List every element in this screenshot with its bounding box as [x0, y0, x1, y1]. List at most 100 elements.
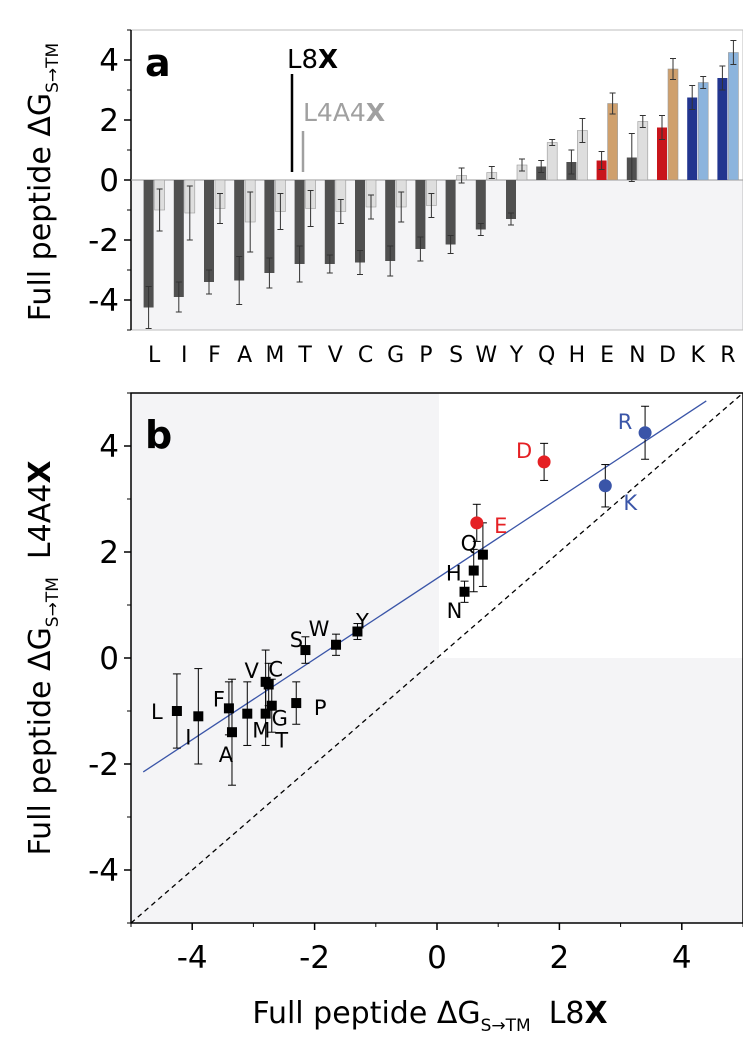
- category-label-f: F: [208, 343, 221, 368]
- point-label-q: Q: [461, 532, 478, 556]
- category-label-q: Q: [538, 343, 555, 368]
- point-q: [477, 549, 488, 560]
- legend-label-l4a4x: L4A4X: [303, 98, 385, 127]
- panel-b-x-tick-label: 4: [672, 940, 692, 976]
- bar-y-l8x: [506, 180, 516, 219]
- point-a: [226, 727, 237, 738]
- point-p: [291, 698, 302, 709]
- point-label-r: R: [618, 410, 633, 434]
- bar-i-l8x: [173, 180, 184, 297]
- point-h: [468, 565, 479, 576]
- bar-e-l8x: [596, 160, 607, 180]
- point-i: [193, 711, 204, 722]
- bar-k-l4a4x: [697, 82, 709, 181]
- point-k: [598, 479, 612, 493]
- panel-b-y-tick-label: -4: [88, 853, 119, 889]
- bar-t-l8x: [294, 180, 305, 264]
- point-c: [263, 679, 274, 690]
- panel-b-y-axis-title: Full peptide ΔGS→TML4A4X: [23, 461, 63, 856]
- point-d: [537, 455, 551, 469]
- bar-w-l8x: [475, 180, 486, 230]
- point-label-t: T: [274, 729, 288, 753]
- point-label-d: D: [516, 439, 532, 463]
- point-label-f: F: [213, 687, 225, 711]
- point-m: [242, 708, 253, 719]
- panel-a-plot-background: [131, 180, 743, 330]
- category-label-c: C: [358, 343, 373, 368]
- bar-e-l4a4x: [607, 103, 618, 181]
- point-label-h: H: [446, 562, 462, 586]
- category-label-y: Y: [509, 343, 524, 368]
- panel-a-y-tick-label: 2: [99, 103, 119, 139]
- panel-a-y-tick-label: 4: [99, 43, 119, 79]
- point-label-s: S: [290, 628, 303, 652]
- panel-b-label: b: [145, 413, 172, 457]
- panel-a-label: a: [145, 41, 171, 85]
- point-label-i: I: [185, 725, 191, 749]
- bar-l-l8x: [143, 180, 154, 308]
- panel-a-y-tick-label: -2: [88, 223, 119, 259]
- point-g: [266, 700, 277, 711]
- category-label-d: D: [659, 343, 676, 368]
- bar-a-l8x: [234, 180, 245, 281]
- bar-d-l8x: [657, 127, 667, 180]
- panel-b-x-axis-title: Full peptide ΔGS→TM L8X: [252, 996, 607, 1036]
- bar-f-l8x: [204, 180, 214, 282]
- panel-a-y-tick-label: -4: [88, 283, 119, 319]
- panel-b-quadrant-bottom: [439, 658, 743, 923]
- point-label-w: W: [309, 617, 330, 641]
- panel-a-y-axis-title: Full peptide ΔGS→TM: [23, 43, 63, 321]
- bar-m-l8x: [264, 180, 275, 273]
- panel-b-quadrant-left: [131, 393, 439, 923]
- category-label-h: H: [569, 343, 586, 368]
- bar-n-l4a4x: [637, 121, 649, 181]
- category-label-p: P: [419, 343, 432, 368]
- category-label-a: A: [237, 343, 252, 368]
- panel-b-x-tick-label: -2: [299, 940, 330, 976]
- point-label-y: Y: [355, 610, 369, 634]
- panel-b-y-tick-label: 2: [99, 535, 119, 571]
- point-label-g: G: [272, 707, 288, 731]
- panel-b-x-tick-label: 2: [550, 940, 570, 976]
- category-label-s: S: [449, 343, 463, 368]
- panel-b-y-tick-label: 0: [99, 641, 119, 677]
- point-label-e: E: [494, 514, 507, 538]
- point-label-a: A: [219, 743, 234, 767]
- point-n: [459, 586, 470, 597]
- category-label-e: E: [600, 343, 614, 368]
- panel-a-legend: L8X L4A4X: [287, 45, 385, 172]
- panel-b-y-tick-label: -2: [88, 747, 119, 783]
- bar-r-l4a4x: [728, 52, 739, 181]
- bar-q-l8x: [536, 166, 547, 180]
- point-label-m: M: [252, 719, 270, 743]
- category-label-l: L: [148, 343, 161, 368]
- bar-r-l8x: [717, 78, 728, 180]
- panel-a-y-tick-label: 0: [99, 163, 119, 199]
- point-label-n: N: [447, 599, 463, 623]
- panel-b-y-tick-label: 4: [99, 429, 119, 465]
- category-label-g: G: [387, 343, 404, 368]
- point-w: [331, 639, 342, 650]
- bar-c-l8x: [355, 180, 365, 263]
- category-label-t: T: [297, 343, 312, 368]
- category-label-v: V: [328, 343, 343, 368]
- point-f: [223, 703, 234, 714]
- point-r: [638, 426, 652, 440]
- bar-s-l8x: [445, 180, 456, 245]
- category-label-w: W: [475, 343, 497, 368]
- point-l: [171, 706, 182, 716]
- category-label-n: N: [629, 343, 645, 368]
- legend-label-l8x: L8X: [287, 45, 338, 75]
- category-label-m: M: [265, 343, 284, 368]
- category-label-r: R: [720, 343, 735, 368]
- point-label-k: K: [623, 491, 638, 515]
- bar-v-l8x: [324, 180, 335, 264]
- panel-b-x-tick-label: 0: [427, 940, 447, 976]
- point-y: [352, 626, 363, 637]
- category-label-i: I: [181, 343, 188, 368]
- bar-d-l4a4x: [667, 68, 679, 181]
- linear-fit-line: [142, 400, 707, 773]
